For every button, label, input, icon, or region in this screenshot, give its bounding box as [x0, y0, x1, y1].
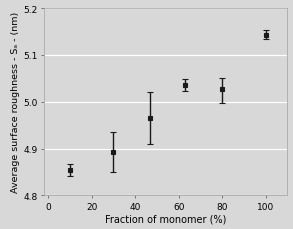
Y-axis label: Average surface roughness - Sₐ - (nm): Average surface roughness - Sₐ - (nm) [11, 12, 21, 193]
X-axis label: Fraction of monomer (%): Fraction of monomer (%) [105, 213, 226, 224]
